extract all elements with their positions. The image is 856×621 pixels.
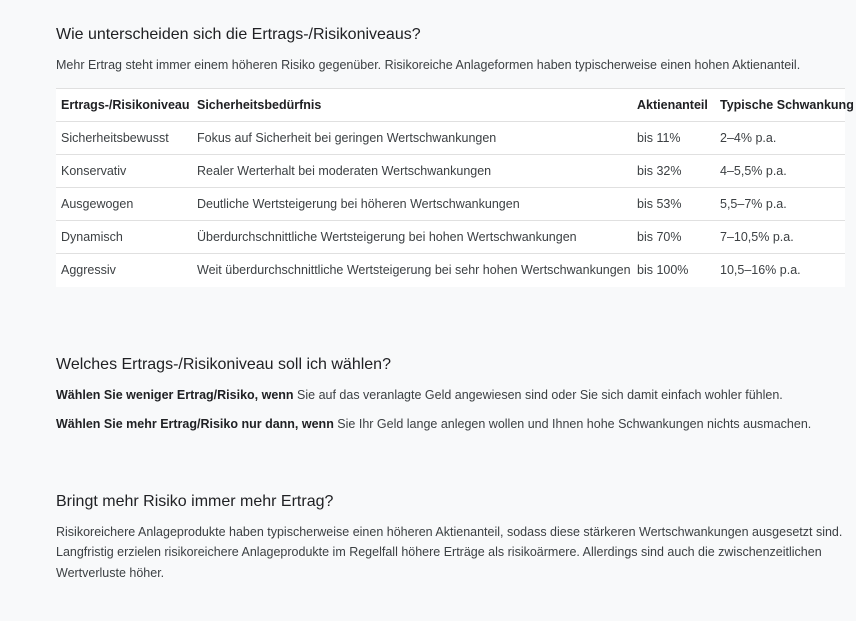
column-header-sicherheitsbeduerfnis: Sicherheitsbedürfnis <box>197 98 322 112</box>
risk-levels-table: Ertrags-/Risikoniveau Sicherheitsbedürfn… <box>56 88 854 287</box>
cell-aktienanteil: bis 70% <box>637 230 682 244</box>
column-header-typische-schwankung: Typische Schwankung <box>720 98 854 112</box>
table-row: Konservativ Realer Werterhalt bei modera… <box>56 155 845 188</box>
advice-less-risk-rest: Sie auf das veranlagte Geld angewiesen s… <box>293 387 783 402</box>
advice-more-risk-lead: Wählen Sie mehr Ertrag/Risiko nur dann, … <box>56 416 334 431</box>
question-heading-choose: Welches Ertrags-/Risikoniveau soll ich w… <box>56 355 391 373</box>
more-risk-paragraph: Risikoreichere Anlageprodukte haben typi… <box>56 524 843 580</box>
cell-risikoniveau: Dynamisch <box>61 230 123 244</box>
advice-more-risk: Wählen Sie mehr Ertrag/Risiko nur dann, … <box>56 416 845 432</box>
table-row: Aggressiv Weit überdurchschnittliche Wer… <box>56 254 845 287</box>
cell-sicherheitsbeduerfnis: Weit überdurchschnittliche Wertsteigerun… <box>197 263 631 278</box>
cell-sicherheitsbeduerfnis: Überdurchschnittliche Wertsteigerung bei… <box>197 230 577 244</box>
advice-more-risk-rest: Sie Ihr Geld lange anlegen wollen und Ih… <box>333 416 812 431</box>
cell-schwankung: 10,5–16% p.a. <box>720 263 801 278</box>
cell-aktienanteil: bis 32% <box>637 164 682 178</box>
column-header-risikoniveau: Ertrags-/Risikoniveau <box>61 98 190 112</box>
section-risk-differences: Wie unterscheiden sich die Ertrags-/Risi… <box>56 24 854 287</box>
section-choose-level: Welches Ertrags-/Risikoniveau soll ich w… <box>56 354 845 432</box>
cell-aktienanteil: bis 11% <box>637 131 681 145</box>
cell-schwankung: 5,5–7% p.a. <box>720 197 787 211</box>
cell-sicherheitsbeduerfnis: Fokus auf Sicherheit bei geringen Wertsc… <box>197 131 497 145</box>
cell-schwankung: 4–5,5% p.a. <box>720 164 787 178</box>
cell-schwankung: 7–10,5% p.a. <box>720 230 794 244</box>
cell-risikoniveau: Aggressiv <box>61 263 116 278</box>
table-row: Ausgewogen Deutliche Wertsteigerung bei … <box>56 188 845 221</box>
cell-risikoniveau: Ausgewogen <box>61 197 134 211</box>
cell-risikoniveau: Sicherheitsbewusst <box>61 131 169 145</box>
table-row: Dynamisch Überdurchschnittliche Wertstei… <box>56 221 845 254</box>
question-heading-more-risk: Bringt mehr Risiko immer mehr Ertrag? <box>56 492 334 510</box>
table-header-row: Ertrags-/Risikoniveau Sicherheitsbedürfn… <box>56 88 854 122</box>
section-more-risk: Bringt mehr Risiko immer mehr Ertrag? Ri… <box>56 491 845 584</box>
cell-aktienanteil: bis 53% <box>637 197 682 211</box>
cell-sicherheitsbeduerfnis: Realer Werterhalt bei moderaten Wertschw… <box>197 164 492 178</box>
cell-schwankung: 2–4% p.a. <box>720 131 777 145</box>
table-row: Sicherheitsbewusst Fokus auf Sicherheit … <box>56 122 845 155</box>
cell-aktienanteil: bis 100% <box>637 263 689 278</box>
advice-less-risk: Wählen Sie weniger Ertrag/Risiko, wenn S… <box>56 387 845 403</box>
intro-paragraph: Mehr Ertrag steht immer einem höheren Ri… <box>56 58 801 72</box>
column-header-aktienanteil: Aktienanteil <box>637 98 708 112</box>
cell-sicherheitsbeduerfnis: Deutliche Wertsteigerung bei höheren Wer… <box>197 197 520 211</box>
cell-risikoniveau: Konservativ <box>61 164 127 178</box>
question-heading-differences: Wie unterscheiden sich die Ertrags-/Risi… <box>56 26 421 43</box>
advice-less-risk-lead: Wählen Sie weniger Ertrag/Risiko, wenn <box>56 387 294 402</box>
